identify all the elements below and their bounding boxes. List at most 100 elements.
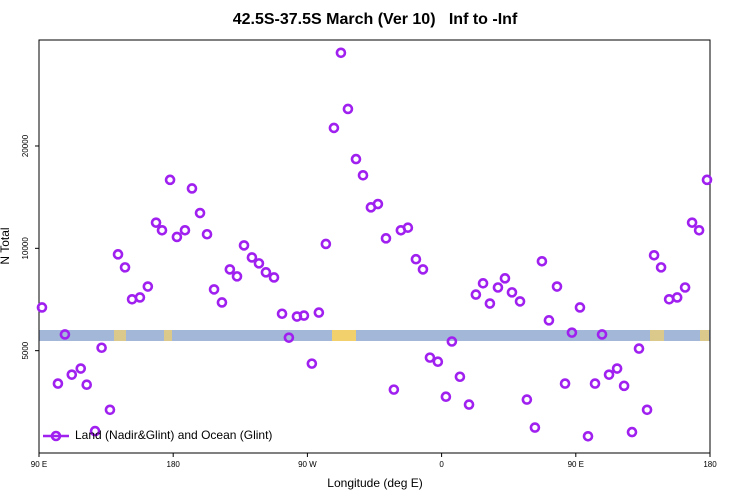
x-tick-label: 0 [439, 460, 444, 469]
data-point [186, 183, 198, 194]
data-point [693, 224, 705, 236]
data-point [357, 169, 369, 181]
data-point [224, 264, 236, 275]
chart-title: 42.5S-37.5S March (Ver 10) Inf to -Inf [233, 11, 518, 28]
data-point [559, 378, 571, 389]
data-point [335, 47, 347, 59]
data-point [603, 369, 615, 380]
data-point [350, 153, 362, 165]
data-point [260, 267, 272, 278]
data-point [463, 399, 475, 410]
data-point [313, 307, 325, 318]
data-point [66, 369, 78, 380]
band [39, 330, 710, 341]
band-land [332, 330, 356, 341]
data-point [484, 298, 496, 309]
data-point [388, 384, 400, 395]
data-point [618, 380, 630, 392]
x-tick-label: 90 E [568, 460, 584, 469]
data-point [671, 292, 683, 303]
data-point [596, 329, 608, 340]
data-point [440, 391, 452, 403]
data-point [134, 292, 146, 303]
data-point [52, 378, 64, 389]
data-point [231, 271, 243, 282]
data-point [663, 294, 675, 305]
data-point [216, 297, 228, 308]
data-point [238, 240, 250, 251]
data-point [150, 217, 162, 228]
data-point [96, 342, 107, 354]
band-land [114, 330, 126, 341]
data-point [81, 379, 93, 391]
band-land [700, 330, 709, 341]
data-point [142, 281, 154, 292]
data-point [574, 302, 586, 313]
data-point [380, 233, 392, 244]
data-point [246, 252, 258, 263]
data-point [75, 363, 87, 374]
data-point [506, 287, 518, 298]
data-point [253, 258, 265, 269]
band-land [650, 330, 664, 341]
data-point [566, 327, 578, 338]
data-point [529, 422, 541, 433]
y-tick-label: 10000 [21, 237, 30, 260]
data-point [499, 273, 511, 284]
data-point [543, 315, 555, 326]
data-point [59, 329, 71, 340]
data-point [611, 363, 623, 374]
data-point [36, 302, 48, 313]
data-point [119, 262, 131, 273]
data-point [432, 356, 444, 367]
data-point [179, 224, 191, 236]
data-point [626, 426, 638, 438]
legend-marker [50, 430, 62, 442]
x-tick-label: 180 [167, 460, 181, 469]
data-point [633, 343, 645, 354]
x-tick-label: 180 [703, 460, 717, 469]
surface-band [39, 330, 710, 341]
data-point [424, 352, 436, 363]
data-point [686, 217, 698, 228]
data-point [551, 281, 563, 292]
data-point [268, 272, 280, 283]
data-point [112, 249, 124, 260]
data-point [589, 378, 601, 389]
x-axis-label: Longitude (deg E) [327, 476, 422, 490]
data-point [276, 308, 288, 320]
data-point [201, 228, 213, 240]
data-point [521, 394, 533, 405]
data-point [417, 264, 429, 275]
data-point [679, 282, 691, 293]
data-point [372, 198, 384, 210]
data-point [446, 336, 458, 347]
x-tick-label: 90 W [298, 460, 317, 469]
legend-label: Land (Nadir&Glint) and Ocean (Glint) [75, 428, 272, 442]
data-point [582, 430, 594, 442]
data-point [454, 371, 466, 383]
data-point [477, 278, 489, 289]
data-point [410, 253, 422, 265]
data-point [298, 310, 310, 321]
data-point [164, 174, 176, 186]
band-land [164, 330, 172, 341]
data-point [648, 249, 660, 261]
y-axis-label: N Total [0, 227, 12, 264]
data-point [320, 238, 332, 250]
data-point [641, 404, 653, 416]
y-tick-label: 5000 [21, 341, 30, 359]
data-point [492, 282, 504, 293]
data-point [171, 231, 183, 243]
data-point [701, 174, 713, 186]
data-point [536, 255, 548, 267]
data-point [194, 207, 206, 219]
data-point [402, 222, 414, 233]
data-point [208, 284, 220, 295]
data-point [283, 332, 295, 343]
plot-frame [38, 39, 711, 454]
data-point [655, 262, 667, 273]
data-point [89, 425, 101, 437]
data-point [306, 358, 318, 369]
